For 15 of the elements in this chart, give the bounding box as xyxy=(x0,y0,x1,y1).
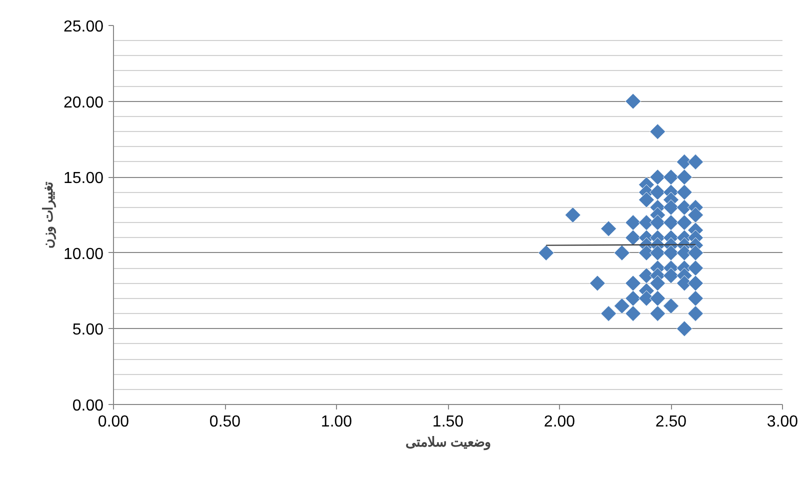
x-tick-label: 2.50 xyxy=(655,414,687,430)
y-tick-label: 25.00 xyxy=(63,18,104,36)
y-tick-label: 0.00 xyxy=(72,398,104,414)
y-tick-label: 10.00 xyxy=(63,246,104,263)
y-tick-label: 5.00 xyxy=(72,322,104,339)
y-tick-label: 15.00 xyxy=(63,170,104,188)
x-tick-label: 0.50 xyxy=(209,414,241,430)
y-axis-title: تغییرات وزن xyxy=(40,182,56,248)
x-tick-label: 1.00 xyxy=(320,414,352,430)
x-tick-label: 1.50 xyxy=(432,414,464,430)
x-axis-title: وضعیت سلامتی xyxy=(406,434,490,450)
x-tick-label: 3.00 xyxy=(766,414,798,430)
y-tick-label: 20.00 xyxy=(63,94,104,112)
x-tick-label: 0.00 xyxy=(98,414,130,430)
x-tick-label: 2.00 xyxy=(544,414,576,430)
